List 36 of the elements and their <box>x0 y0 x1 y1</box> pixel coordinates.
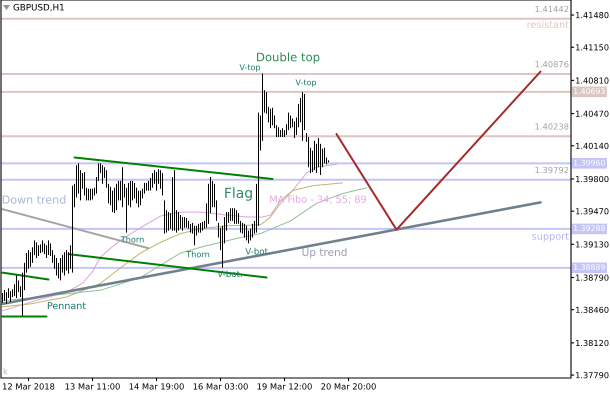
annotation: 1.40238 <box>535 123 568 130</box>
annotation: Double top <box>257 52 320 64</box>
annotation: k <box>4 368 8 374</box>
annotation: Flag <box>225 187 252 201</box>
y-tick-label: 1.38460 <box>576 306 609 313</box>
chart-title: GBPUSD,H1 <box>13 4 64 12</box>
annotation: Thorn <box>120 236 144 242</box>
x-tick-label: 14 Mar 19:00 <box>130 383 184 390</box>
annotation: 1.40876 <box>535 61 568 68</box>
y-tick-label: 1.37790 <box>576 372 609 378</box>
y-tick-label: 1.38790 <box>576 274 609 281</box>
x-tick-label: 19 Mar 12:00 <box>258 383 312 390</box>
x-tick-label: 12 Mar 2018 <box>3 383 54 390</box>
annotation: resistant <box>528 20 569 28</box>
y-tick-label: 1.39470 <box>576 208 609 214</box>
x-tick-label: 16 Mar 03:00 <box>194 383 248 390</box>
annotation: 1.41442 <box>535 6 568 12</box>
y-tick-label: 1.39130 <box>576 241 609 248</box>
y-tick-label: 1.40810 <box>576 77 609 84</box>
annotation: Thorn <box>186 251 210 258</box>
y-tick-label: 1.41150 <box>576 44 609 50</box>
annotation: support <box>532 232 569 242</box>
annotation: Down trend <box>2 195 66 204</box>
x-tick-label: 13 Mar 11:00 <box>66 383 120 390</box>
y-tick-label: 1.39800 <box>576 176 609 182</box>
y-tick-label: 1.40470 <box>576 110 609 117</box>
annotation: 1.39792 <box>535 166 568 174</box>
y-tick-label: 1.38120 <box>576 340 609 346</box>
annotation: V-top <box>295 79 316 87</box>
y-tick-label: 1.41480 <box>576 12 609 18</box>
annotation: Pennant <box>48 302 86 310</box>
annotation: V-bot. <box>245 248 270 254</box>
x-tick-label: 20 Mar 20:00 <box>321 383 376 390</box>
annotation: V-top <box>239 64 260 72</box>
annotation: Up trend <box>302 248 346 258</box>
y-tick-label: 1.40140 <box>576 142 609 150</box>
